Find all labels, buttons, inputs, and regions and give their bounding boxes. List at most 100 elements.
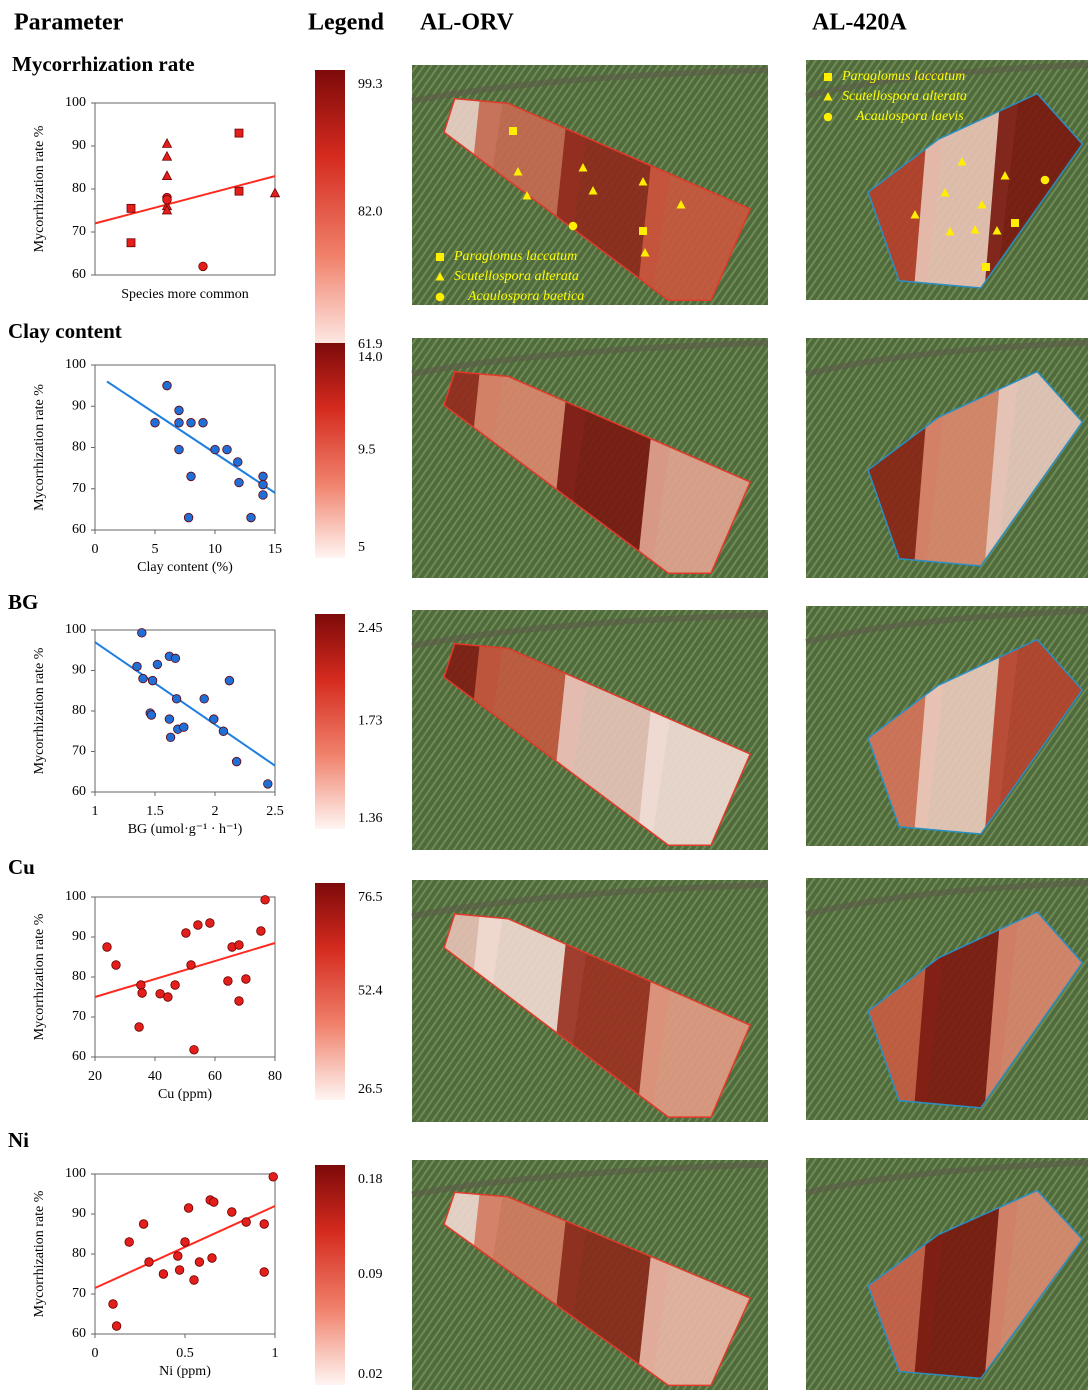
- x-axis-label: Cu (ppm): [158, 1087, 212, 1102]
- plot-frame: [95, 365, 275, 530]
- plot-frame: [95, 1174, 275, 1334]
- point: [125, 1238, 134, 1247]
- point: [174, 1252, 183, 1261]
- point: [112, 961, 121, 970]
- y-tick-label: 100: [65, 357, 86, 372]
- x-tick-label: 10: [208, 542, 222, 557]
- y-tick-label: 100: [65, 1166, 86, 1181]
- scale-label: 76.5: [358, 890, 383, 905]
- point: [509, 127, 517, 135]
- point: [269, 1173, 278, 1182]
- y-tick-label: 80: [72, 1246, 86, 1261]
- point: [259, 491, 268, 500]
- y-tick-label: 70: [72, 481, 86, 496]
- point: [153, 660, 162, 669]
- point: [145, 1258, 154, 1267]
- point: [235, 187, 243, 195]
- point: [639, 227, 647, 235]
- header: Parameter: [14, 10, 124, 36]
- y-tick-label: 90: [72, 663, 86, 678]
- point: [159, 1270, 168, 1279]
- y-axis-label: Mycorrhization rate %: [32, 647, 47, 774]
- point: [164, 993, 173, 1002]
- point: [171, 981, 180, 990]
- y-tick-label: 90: [72, 398, 86, 413]
- plot-frame: [95, 103, 275, 275]
- point: [190, 1276, 199, 1285]
- point: [138, 629, 147, 638]
- y-tick-label: 70: [72, 744, 86, 759]
- figure: Parameter Legend AL-ORV AL-420A Mycorrhi…: [0, 0, 1088, 1392]
- point: [148, 676, 157, 685]
- scale-label: 0.18: [358, 1172, 383, 1187]
- point: [103, 943, 112, 952]
- point: [824, 113, 833, 122]
- point: [219, 727, 228, 736]
- scale-label: 0.02: [358, 1367, 383, 1382]
- point: [210, 1198, 219, 1207]
- point: [199, 418, 208, 427]
- point: [112, 1322, 121, 1331]
- point: [259, 472, 268, 481]
- x-tick-label: 0.5: [176, 1346, 194, 1361]
- point: [199, 262, 208, 271]
- point: [210, 715, 219, 724]
- map: [369, 1160, 775, 1390]
- point: [200, 695, 209, 704]
- point: [1011, 219, 1019, 227]
- color-scale: [315, 70, 345, 355]
- point: [824, 73, 832, 81]
- scale-label: 1.73: [358, 714, 383, 729]
- y-tick-label: 80: [72, 969, 86, 984]
- point: [436, 293, 445, 302]
- point: [1041, 176, 1050, 185]
- map: [772, 338, 1088, 578]
- y-tick-label: 100: [65, 889, 86, 904]
- point: [135, 1023, 144, 1032]
- x-tick-label: 2: [212, 804, 219, 819]
- point: [175, 1266, 184, 1275]
- x-axis-label: Clay content (%): [137, 560, 233, 575]
- point: [165, 715, 174, 724]
- map: [772, 606, 1088, 846]
- map-legend-label: Paraglomus laccatum: [841, 69, 965, 84]
- point: [247, 513, 256, 522]
- map: [772, 1158, 1088, 1390]
- point: [163, 152, 172, 161]
- point: [175, 445, 184, 454]
- point: [261, 896, 270, 905]
- point: [139, 674, 148, 683]
- point: [163, 381, 172, 390]
- color-scale: [315, 343, 345, 558]
- point: [181, 1238, 190, 1247]
- header: AL-ORV: [420, 10, 514, 36]
- point: [259, 480, 268, 489]
- point: [138, 989, 147, 998]
- point: [182, 929, 191, 938]
- point: [260, 1220, 269, 1229]
- map: [369, 338, 775, 578]
- point: [235, 997, 244, 1006]
- x-tick-label: 2.5: [266, 804, 284, 819]
- color-scale: [315, 1165, 345, 1385]
- row-title: BG: [8, 590, 38, 614]
- point: [232, 757, 241, 766]
- color-scale: [315, 883, 345, 1100]
- point: [127, 239, 135, 247]
- x-tick-label: 0: [92, 542, 99, 557]
- y-tick-label: 60: [72, 1326, 86, 1341]
- header: AL-420A: [812, 10, 907, 36]
- point: [109, 1300, 118, 1309]
- y-tick-label: 70: [72, 1009, 86, 1024]
- map: [369, 880, 775, 1122]
- point: [225, 676, 234, 685]
- y-tick-label: 60: [72, 1049, 86, 1064]
- header: Legend: [308, 10, 385, 36]
- point: [163, 195, 172, 204]
- point: [163, 171, 172, 180]
- trend-line: [95, 943, 275, 997]
- row-title: Ni: [8, 1128, 29, 1152]
- point: [206, 919, 215, 928]
- y-tick-label: 90: [72, 138, 86, 153]
- point: [163, 139, 172, 148]
